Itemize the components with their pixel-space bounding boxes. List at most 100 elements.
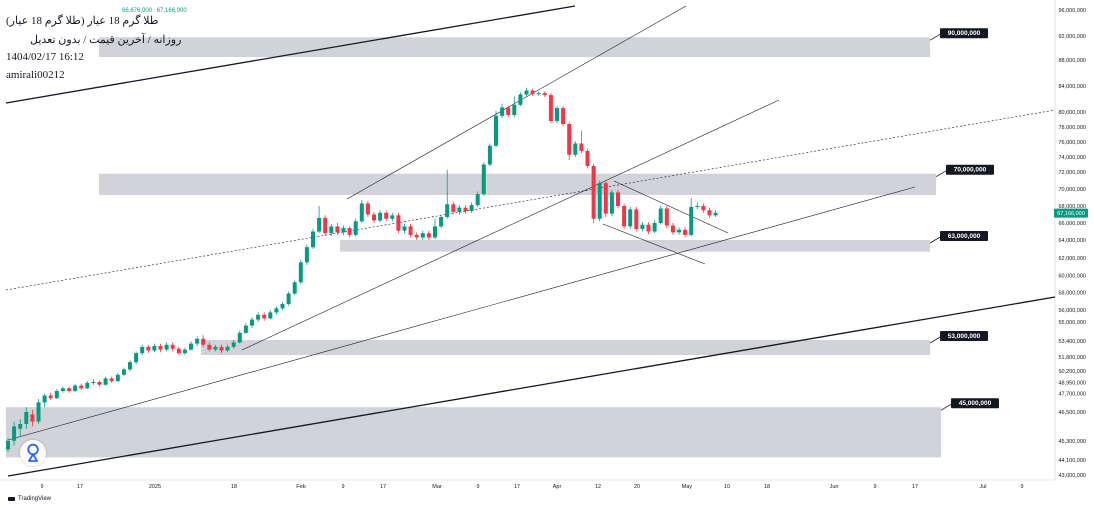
candle [195, 336, 200, 346]
candle [561, 106, 566, 127]
candle-body [6, 440, 10, 450]
time-axis: 9 17 2025 18 Feb 9 17 Mar 9 17 Apr 12 20 May 10 18 Jun 9 1… [40, 484, 1023, 490]
candle [298, 259, 303, 284]
candle-body [420, 233, 425, 238]
price-tick-label: 88,000,000 [1058, 58, 1086, 64]
trendline-major-lower[interactable] [7, 296, 1056, 477]
channel-upper-line[interactable] [346, 5, 687, 200]
candle [664, 206, 669, 229]
candle-body [664, 208, 669, 226]
candle-body [298, 262, 303, 283]
candle [280, 302, 285, 310]
channel-mid-line[interactable] [241, 99, 780, 351]
candle-body [414, 234, 419, 238]
candle [536, 91, 541, 96]
candle-body [445, 204, 450, 218]
trendline-lower-long[interactable] [7, 186, 916, 441]
price-tick-label: 46,500,000 [1058, 410, 1086, 416]
time-tick-label: 9 [476, 484, 479, 490]
candle [634, 206, 639, 232]
candle [134, 351, 139, 364]
zone-1[interactable] [99, 37, 930, 57]
candle-body [73, 385, 78, 391]
candle-body [353, 221, 358, 235]
time-tick-label: 2025 [149, 484, 161, 490]
candle-body [256, 314, 261, 320]
candle-body [677, 229, 681, 233]
candle [292, 280, 297, 296]
candle [475, 191, 480, 207]
tradingview-marker-icon [27, 443, 39, 462]
candle [463, 205, 468, 214]
candle-body [97, 382, 102, 385]
zone-5[interactable] [6, 407, 941, 458]
candle-body [487, 145, 492, 165]
dotted-trendline[interactable] [5, 109, 1056, 291]
price-tick-label: 60,000,000 [1058, 273, 1086, 279]
price-tick-label: 74,000,000 [1058, 155, 1086, 161]
candle [250, 317, 254, 328]
candle-body [548, 95, 553, 121]
price-tick-label: 45,300,000 [1058, 439, 1086, 445]
zone-tag-bg-1 [940, 28, 988, 39]
candle-body [170, 344, 175, 349]
zone-4[interactable] [201, 340, 930, 355]
candle [176, 346, 181, 355]
time-tick-label: 12 [595, 484, 601, 490]
candle [335, 223, 340, 235]
price-tick-label: 84,000,000 [1058, 84, 1086, 90]
candle-body [622, 206, 627, 227]
price-tick-label: 62,000,000 [1058, 256, 1086, 262]
zone-3[interactable] [340, 240, 930, 252]
time-tick-label: 17 [77, 484, 83, 490]
zone-tag-bg-5 [951, 398, 999, 409]
candle-body [365, 203, 370, 215]
candle [390, 212, 395, 222]
candle [609, 189, 614, 217]
candle-body [91, 382, 96, 383]
candle [396, 212, 401, 234]
price-tick-label: 43,000,000 [1058, 473, 1086, 479]
candle [311, 228, 315, 249]
candle [713, 210, 718, 218]
candle [591, 163, 596, 223]
candle-body [628, 209, 633, 227]
candle-body [524, 90, 529, 95]
candle [231, 340, 236, 349]
candle-body [591, 166, 596, 219]
candle-body [463, 207, 468, 212]
tradingview-logo-button[interactable] [20, 440, 46, 466]
falling-wedge-upper[interactable] [613, 180, 729, 234]
trendlines[interactable] [5, 5, 1056, 477]
tradingview-logo-icon [8, 497, 15, 501]
price-tick-label: 92,000,000 [1058, 34, 1086, 40]
chart-datetime: 1404/02/17 16:12 [6, 51, 84, 63]
candle [30, 409, 35, 427]
trendline-major-upper[interactable] [5, 5, 576, 104]
candle-body [250, 319, 254, 326]
zone-2[interactable] [99, 173, 936, 195]
candle [585, 148, 590, 169]
candle-body [603, 183, 608, 214]
candle [60, 386, 65, 393]
ohlc-readout: 66,676,000 67,166,000 [122, 8, 187, 14]
falling-wedge-lower[interactable] [602, 223, 706, 265]
candle-body [231, 342, 236, 347]
candle [548, 93, 553, 124]
author-name: amirali00212 [6, 69, 65, 81]
candle-body [219, 346, 224, 351]
candle-body [701, 206, 706, 211]
time-tick-label: 9 [1020, 484, 1023, 490]
zone-tag-bg-3 [940, 231, 988, 241]
time-tick-label: 9 [873, 484, 876, 490]
candle [603, 180, 608, 218]
time-tick-label: Mar [432, 484, 442, 490]
candle-body [555, 108, 559, 121]
candle-body [579, 143, 584, 151]
candle [73, 383, 78, 392]
ohlc-value-a: 66,676,000 [122, 8, 153, 14]
price-tick-label: 80,000,000 [1058, 110, 1086, 116]
candle [640, 222, 645, 232]
candle [213, 344, 218, 352]
